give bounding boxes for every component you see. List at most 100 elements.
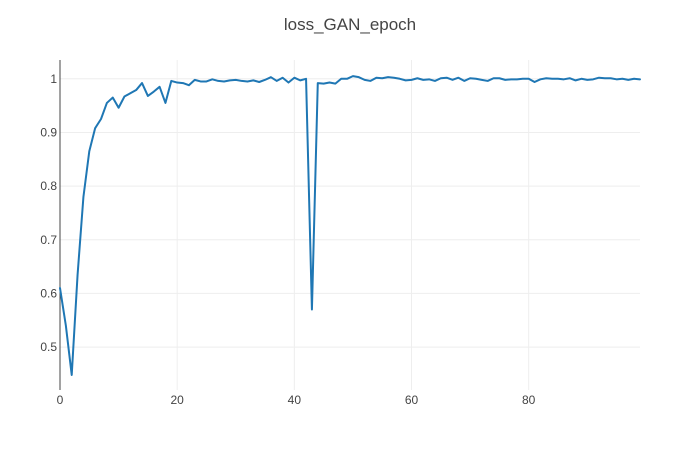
x-tick-label: 40 [288, 393, 302, 407]
y-tick-label: 0.8 [40, 179, 57, 193]
data-point [241, 80, 243, 82]
chart-title: loss_GAN_epoch [284, 15, 416, 34]
data-point [229, 79, 231, 81]
data-point [258, 81, 260, 83]
data-point [100, 118, 102, 120]
data-point [88, 150, 90, 152]
data-point [182, 82, 184, 84]
data-point [370, 80, 372, 82]
data-point [141, 82, 143, 84]
data-point [323, 83, 325, 85]
data-point [94, 127, 96, 129]
data-point [440, 77, 442, 79]
data-point [164, 102, 166, 104]
y-tick-label: 0.5 [40, 340, 57, 354]
data-point [545, 77, 547, 79]
data-point [311, 309, 313, 311]
data-point [399, 78, 401, 80]
data-point [235, 79, 237, 81]
data-point [65, 325, 67, 327]
data-point [475, 78, 477, 80]
data-point [621, 78, 623, 80]
data-point [194, 79, 196, 81]
data-point [446, 77, 448, 79]
data-point [77, 274, 79, 276]
data-point [340, 78, 342, 80]
data-point [557, 78, 559, 80]
x-tick-label: 60 [405, 393, 419, 407]
data-point [463, 80, 465, 82]
data-point [563, 78, 565, 80]
data-point [469, 77, 471, 79]
y-tick-label: 1 [50, 72, 57, 86]
data-point [539, 78, 541, 80]
data-point [188, 84, 190, 86]
data-point [580, 78, 582, 80]
data-point [59, 287, 61, 289]
data-point [299, 79, 301, 81]
data-point [498, 77, 500, 79]
data-point [575, 79, 577, 81]
data-point [569, 77, 571, 79]
data-point [522, 78, 524, 80]
data-point [135, 89, 137, 91]
data-point [211, 78, 213, 80]
data-point [633, 78, 635, 80]
data-point [551, 78, 553, 80]
data-point [276, 80, 278, 82]
data-point [252, 79, 254, 81]
data-point [405, 79, 407, 81]
data-point [305, 78, 307, 80]
data-point [346, 78, 348, 80]
data-point [270, 76, 272, 78]
data-point [129, 92, 131, 94]
data-point [387, 76, 389, 78]
data-point [118, 107, 120, 109]
data-point [217, 80, 219, 82]
data-point [422, 79, 424, 81]
data-point [82, 196, 84, 198]
data-point [586, 79, 588, 81]
data-point [416, 77, 418, 79]
data-point [504, 79, 506, 81]
series-line [60, 76, 640, 375]
x-tick-label: 20 [170, 393, 184, 407]
data-point [170, 80, 172, 82]
data-point [592, 78, 594, 80]
data-point [364, 79, 366, 81]
data-point [328, 82, 330, 84]
data-point [153, 91, 155, 93]
data-point [287, 82, 289, 84]
data-point [604, 77, 606, 79]
data-point [223, 80, 225, 82]
data-point [487, 80, 489, 82]
data-point [481, 79, 483, 81]
data-point [493, 77, 495, 79]
data-point [176, 82, 178, 84]
data-point [598, 77, 600, 79]
data-point [375, 77, 377, 79]
data-point [264, 79, 266, 81]
data-point [452, 79, 454, 81]
data-point [534, 81, 536, 83]
data-point [457, 77, 459, 79]
data-point [112, 97, 114, 99]
data-point [159, 86, 161, 88]
data-point [610, 77, 612, 79]
data-point [639, 78, 641, 80]
series-layer [59, 75, 641, 376]
data-point [293, 77, 295, 79]
data-point [528, 78, 530, 80]
data-point [434, 80, 436, 82]
y-tick-label: 0.7 [40, 233, 57, 247]
data-point [123, 95, 125, 97]
data-point [411, 79, 413, 81]
grid-layer [60, 60, 640, 390]
data-point [200, 80, 202, 82]
data-point [510, 78, 512, 80]
data-point [616, 78, 618, 80]
data-point [246, 80, 248, 82]
data-point [106, 102, 108, 104]
data-point [71, 374, 73, 376]
